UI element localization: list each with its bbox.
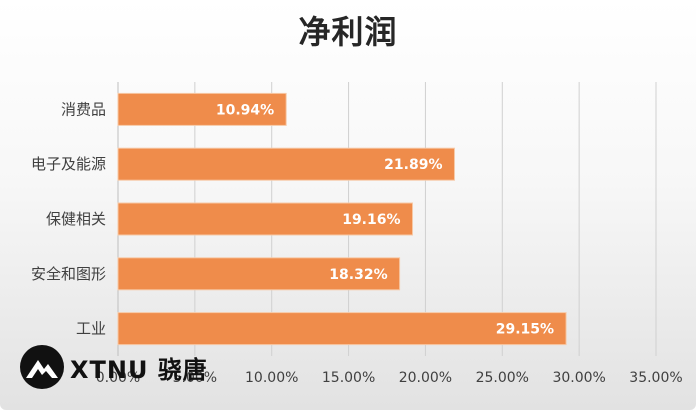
bar	[117, 312, 567, 346]
x-tick-label: 0.00%	[96, 370, 140, 386]
x-tick-label: 5.00%	[173, 370, 217, 386]
category-label: 工业	[76, 320, 106, 338]
bar	[117, 202, 414, 236]
data-label: 19.16%	[342, 212, 400, 228]
bars	[117, 92, 567, 346]
category-label: 电子及能源	[31, 155, 106, 173]
x-tick-label: 15.00%	[322, 370, 375, 386]
data-label: 29.15%	[496, 322, 554, 338]
data-label: 10.94%	[216, 102, 274, 118]
chart-title: 净利润	[298, 13, 398, 51]
x-tick-label: 20.00%	[399, 370, 452, 386]
bar	[117, 92, 287, 126]
category-label: 消费品	[61, 100, 106, 118]
category-label: 保健相关	[46, 210, 106, 228]
data-label: 18.32%	[329, 267, 387, 283]
bar	[117, 257, 401, 291]
watermark: XTNU 骁唐	[18, 344, 208, 390]
x-tick-label: 25.00%	[476, 370, 529, 386]
x-tick-label: 10.00%	[245, 370, 298, 386]
data-label: 21.89%	[384, 157, 442, 173]
bar	[117, 147, 455, 181]
category-label: 安全和图形	[31, 265, 106, 283]
mountain-logo-icon	[20, 345, 64, 389]
x-tick-label: 35.00%	[629, 370, 682, 386]
watermark-text: XTNU 骁唐	[70, 355, 208, 384]
x-tick-label: 30.00%	[552, 370, 605, 386]
labels: 0.00% 5.00% 10.00% 15.00% 20.00% 25.00% 30.00%…	[31, 100, 683, 386]
